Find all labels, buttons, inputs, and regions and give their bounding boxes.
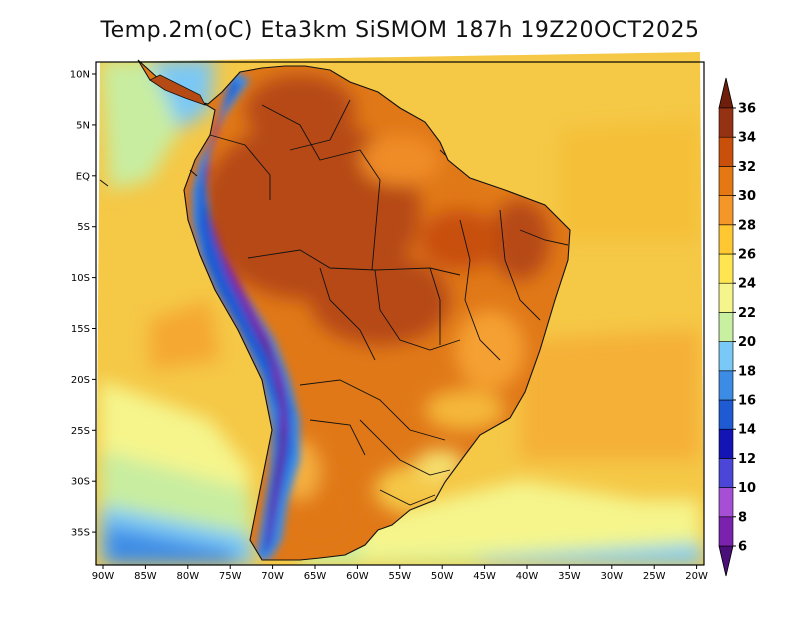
- colorbar-segment: [718, 107, 734, 138]
- colorbar-label: 26: [738, 248, 756, 263]
- x-tick-label: 55W: [388, 571, 411, 582]
- colorbar-label: 8: [738, 510, 747, 525]
- map-title: Temp.2m(oC) Eta3km SiSMOM 187h 19Z20OCT2…: [100, 18, 700, 43]
- colorbar-label: 18: [738, 364, 756, 379]
- y-tick-label: 15S: [71, 324, 90, 335]
- y-tick-label: 35S: [71, 528, 90, 539]
- colorbar-segment: [718, 487, 734, 518]
- y-tick-label: 30S: [71, 477, 90, 488]
- x-tick-label: 20W: [685, 571, 708, 582]
- colorbar-label: 16: [738, 394, 756, 409]
- colorbar-segment: [718, 312, 734, 342]
- x-tick-label: 30W: [600, 571, 623, 582]
- colorbar-label: 6: [738, 540, 747, 555]
- political-boundaries: [209, 99, 569, 506]
- x-tick-label: 35W: [558, 571, 581, 582]
- x-tick-label: 60W: [346, 571, 369, 582]
- colorbar-segment: [718, 136, 734, 167]
- colorbar-label: 14: [738, 423, 756, 438]
- colorbar-label: 24: [738, 277, 756, 292]
- y-tick-label: 20S: [71, 375, 90, 386]
- y-tick-label: 10S: [71, 273, 90, 284]
- x-tick-label: 45W: [473, 571, 496, 582]
- colorbar-label: 34: [738, 131, 756, 146]
- x-tick-label: 70W: [261, 571, 284, 582]
- colorbar-segment: [718, 399, 734, 430]
- x-tick-label: 80W: [176, 571, 199, 582]
- colorbar-segment: [718, 224, 734, 255]
- y-tick-label: 5S: [77, 222, 90, 233]
- colorbar-label: 36: [738, 102, 756, 117]
- y-tick-label: 25S: [71, 426, 90, 437]
- x-tick-label: 90W: [92, 571, 115, 582]
- colorbar-segment: [718, 166, 734, 196]
- x-tick-label: 65W: [304, 571, 327, 582]
- x-tick-label: 25W: [643, 571, 666, 582]
- colorbar-bottom-arrow: [718, 545, 734, 577]
- colorbar-segment: [718, 370, 734, 401]
- x-tick-label: 40W: [516, 571, 539, 582]
- x-tick-label: 75W: [219, 571, 242, 582]
- colorbar-segment: [718, 282, 734, 313]
- latitude-axis: 10N 5N EQ 5S 10S 15S 20S 25S 30S 35S: [70, 70, 96, 539]
- colorbar-label: 12: [738, 452, 756, 467]
- x-tick-label: 85W: [134, 571, 157, 582]
- colorbar-top-arrow: [718, 77, 734, 109]
- colorbar-segment: [718, 428, 734, 459]
- colorbar-segment: [718, 516, 734, 547]
- y-tick-label: EQ: [76, 171, 90, 182]
- colorbar-segment: [718, 195, 734, 226]
- colorbar-segment: [718, 341, 734, 372]
- colorbar-label: 32: [738, 160, 756, 175]
- x-tick-label: 50W: [431, 571, 454, 582]
- y-tick-label: 10N: [70, 70, 90, 81]
- y-tick-label: 5N: [76, 120, 90, 131]
- colorbar-segment: [718, 253, 734, 284]
- colorbar: 6 8 10 12 14 16 18 20 22 24 26 28 30 32 34 36: [718, 77, 756, 577]
- colorbar-label: 28: [738, 218, 756, 233]
- longitude-axis: 90W 85W 80W 75W 70W 65W 60W 55W 50W 45W 40W 35W 30W 2…: [92, 565, 708, 582]
- colorbar-label: 22: [738, 306, 756, 321]
- colorbar-label: 10: [738, 481, 756, 496]
- colorbar-label: 30: [738, 189, 756, 204]
- colorbar-label: 20: [738, 335, 756, 350]
- colorbar-segment: [718, 458, 734, 488]
